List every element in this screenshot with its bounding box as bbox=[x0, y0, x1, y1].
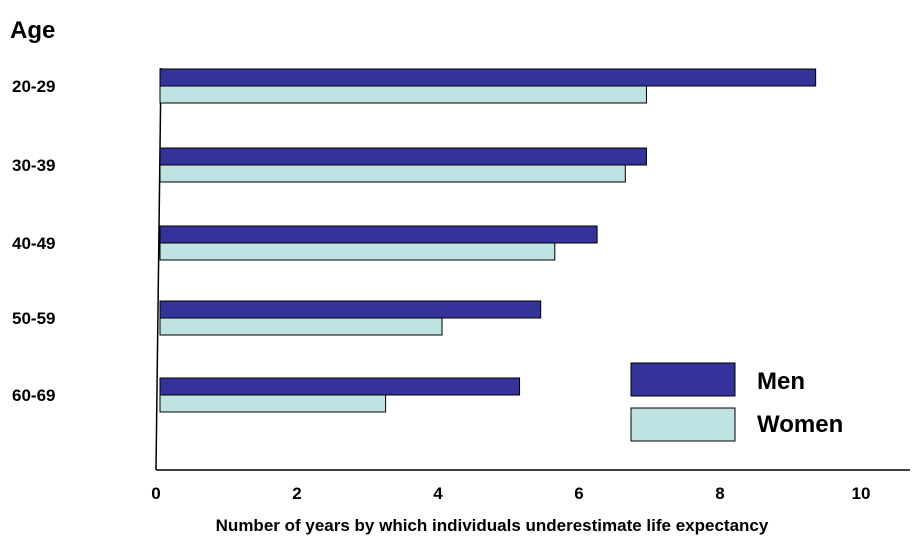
bar-women-40-49 bbox=[159, 242, 556, 261]
legend-swatch-women bbox=[630, 407, 736, 442]
category-label-30-39: 30-39 bbox=[12, 156, 55, 175]
bar-men-30-39 bbox=[159, 147, 647, 166]
x-tick-label-0: 0 bbox=[151, 484, 160, 503]
bar-men-40-49 bbox=[159, 225, 598, 244]
category-label-50-59: 50-59 bbox=[12, 309, 55, 328]
bar-men-20-29 bbox=[159, 68, 817, 87]
axes bbox=[155, 67, 910, 471]
x-tick-label-2: 2 bbox=[292, 484, 301, 503]
x-tick-label-8: 8 bbox=[715, 484, 724, 503]
x-tick-labels: 0 2 4 6 8 10 bbox=[151, 484, 870, 503]
x-tick-label-6: 6 bbox=[574, 484, 583, 503]
bars bbox=[159, 68, 817, 413]
category-label-20-29: 20-29 bbox=[12, 77, 55, 96]
bar-women-50-59 bbox=[159, 317, 443, 336]
y-axis-line bbox=[155, 67, 162, 471]
bar-men-60-69 bbox=[159, 377, 521, 396]
category-label-60-69: 60-69 bbox=[12, 386, 55, 405]
legend-label-men: Men bbox=[757, 368, 805, 395]
y-axis-title: Age bbox=[10, 17, 55, 44]
legend-swatch-men bbox=[630, 362, 736, 397]
x-tick-label-10: 10 bbox=[852, 484, 871, 503]
legend-label-women: Women bbox=[757, 411, 843, 438]
x-axis-title: Number of years by which individuals und… bbox=[216, 516, 769, 535]
bar-women-60-69 bbox=[159, 394, 387, 413]
bar-men-50-59 bbox=[159, 300, 542, 319]
legend: Men Women bbox=[630, 362, 843, 442]
x-tick-label-4: 4 bbox=[433, 484, 443, 503]
category-label-40-49: 40-49 bbox=[12, 234, 55, 253]
bar-women-20-29 bbox=[159, 85, 647, 104]
bar-women-30-39 bbox=[159, 164, 626, 183]
category-labels: 20-29 30-39 40-49 50-59 60-69 bbox=[12, 77, 55, 405]
